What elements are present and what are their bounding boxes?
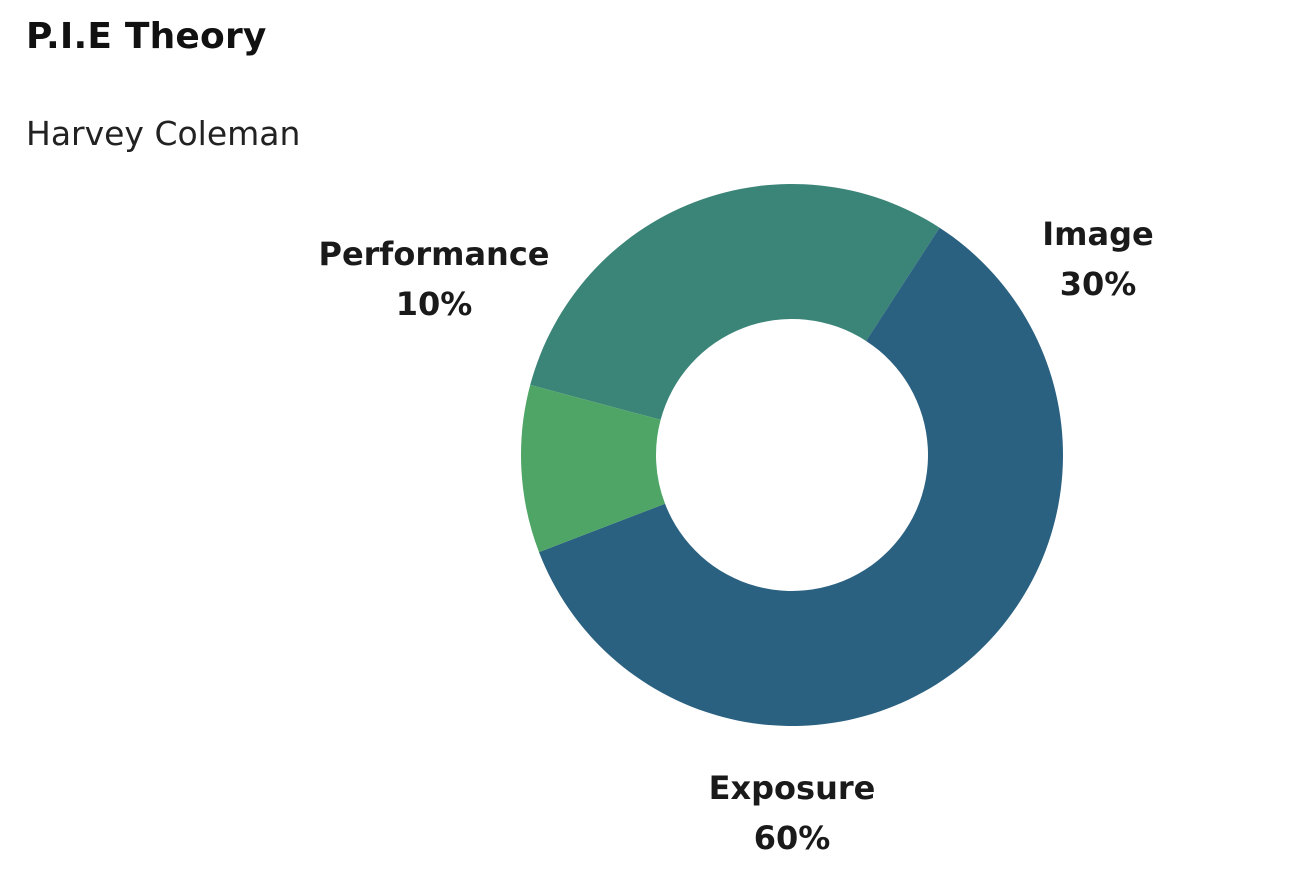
slice-image (530, 183, 940, 420)
donut-labels: Image 30% Exposure 60% Performance 10% (318, 215, 1153, 857)
slice-value-image: 30% (1060, 265, 1137, 303)
chart-subtitle: Harvey Coleman (26, 114, 301, 153)
slice-label-image: Image (1042, 215, 1153, 253)
slice-performance (521, 384, 666, 553)
slice-exposure (538, 227, 1063, 726)
slice-value-exposure: 60% (754, 819, 831, 857)
slice-label-performance: Performance (318, 235, 549, 273)
chart-title: P.I.E Theory (26, 16, 267, 57)
slice-label-exposure: Exposure (709, 769, 876, 807)
donut-slices (521, 183, 1063, 726)
slice-value-performance: 10% (396, 285, 473, 323)
